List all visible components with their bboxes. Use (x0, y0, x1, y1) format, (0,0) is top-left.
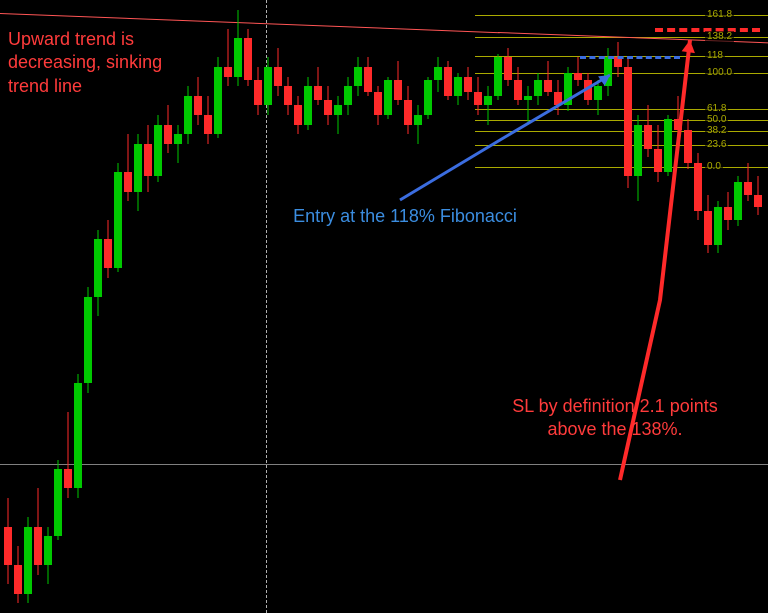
fib-label: 0.0 (705, 161, 723, 172)
fib-label: 118 (705, 50, 725, 61)
fib-label: 61.8 (705, 103, 728, 114)
fib-label: 100.0 (705, 67, 734, 78)
fib-label: 23.6 (705, 139, 728, 150)
fib-label: 138.2 (705, 31, 734, 42)
fib-label: 38.2 (705, 125, 728, 136)
candlestick-chart[interactable]: 161.8 138.2 118 100.0 61.850.038.2 23.6 0.0 Upw… (0, 0, 768, 613)
annotation-sl-note: SL by definition 2.1 points above the 13… (490, 395, 740, 442)
fib-label: 161.8 (705, 9, 734, 20)
fib-label: 50.0 (705, 114, 728, 125)
annotation-trend-note: Upward trend is decreasing, sinking tren… (8, 28, 188, 98)
annotation-entry-note: Entry at the 118% Fibonacci (280, 205, 530, 228)
